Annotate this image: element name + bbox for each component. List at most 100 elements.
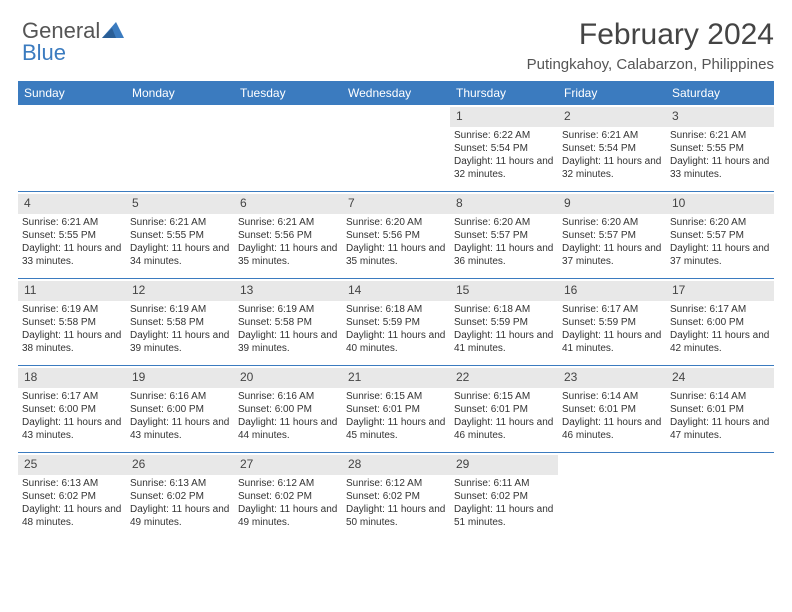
daylight-text: Daylight: 11 hours and 33 minutes. xyxy=(22,242,122,268)
daylight-text: Daylight: 11 hours and 49 minutes. xyxy=(130,503,230,529)
sunset-text: Sunset: 5:59 PM xyxy=(454,316,554,329)
week-row: 1Sunrise: 6:22 AMSunset: 5:54 PMDaylight… xyxy=(18,105,774,192)
sunrise-text: Sunrise: 6:15 AM xyxy=(346,390,446,403)
day-header-tue: Tuesday xyxy=(234,81,342,105)
calendar: Sunday Monday Tuesday Wednesday Thursday… xyxy=(18,81,774,539)
sunset-text: Sunset: 5:55 PM xyxy=(670,142,770,155)
daylight-text: Daylight: 11 hours and 45 minutes. xyxy=(346,416,446,442)
day-cell: 19 Sunrise: 6:16 AMSunset: 6:00 PMDayligh… xyxy=(126,366,234,452)
sunrise-text: Sunrise: 6:20 AM xyxy=(670,216,770,229)
daylight-text: Daylight: 11 hours and 43 minutes. xyxy=(22,416,122,442)
day-number: 23 xyxy=(558,368,666,388)
sunrise-text: Sunrise: 6:12 AM xyxy=(238,477,338,490)
day-header-sun: Sunday xyxy=(18,81,126,105)
daylight-text: Daylight: 11 hours and 39 minutes. xyxy=(238,329,338,355)
day-number: 28 xyxy=(342,455,450,475)
day-number: 9 xyxy=(558,194,666,214)
sunrise-text: Sunrise: 6:16 AM xyxy=(130,390,230,403)
daylight-text: Daylight: 11 hours and 51 minutes. xyxy=(454,503,554,529)
day-cell xyxy=(126,105,234,191)
day-header-row: Sunday Monday Tuesday Wednesday Thursday… xyxy=(18,81,774,105)
sunrise-text: Sunrise: 6:13 AM xyxy=(22,477,122,490)
day-header-wed: Wednesday xyxy=(342,81,450,105)
day-number: 13 xyxy=(234,281,342,301)
sunset-text: Sunset: 6:02 PM xyxy=(22,490,122,503)
day-number: 2 xyxy=(558,107,666,127)
sunset-text: Sunset: 6:00 PM xyxy=(22,403,122,416)
day-cell xyxy=(666,453,774,539)
daylight-text: Daylight: 11 hours and 39 minutes. xyxy=(130,329,230,355)
day-cell: 25Sunrise: 6:13 AMSunset: 6:02 PMDayligh… xyxy=(18,453,126,539)
sunrise-text: Sunrise: 6:19 AM xyxy=(22,303,122,316)
day-header-mon: Monday xyxy=(126,81,234,105)
daylight-text: Daylight: 11 hours and 35 minutes. xyxy=(346,242,446,268)
day-cell: 9Sunrise: 6:20 AMSunset: 5:57 PMDaylight… xyxy=(558,192,666,278)
daylight-text: Daylight: 11 hours and 46 minutes. xyxy=(454,416,554,442)
sunset-text: Sunset: 6:01 PM xyxy=(454,403,554,416)
daylight-text: Daylight: 11 hours and 32 minutes. xyxy=(562,155,662,181)
day-number: 27 xyxy=(234,455,342,475)
day-header-fri: Friday xyxy=(558,81,666,105)
day-cell: 23Sunrise: 6:14 AMSunset: 6:01 PMDayligh… xyxy=(558,366,666,452)
day-number: 16 xyxy=(558,281,666,301)
sunrise-text: Sunrise: 6:17 AM xyxy=(670,303,770,316)
day-cell: 28Sunrise: 6:12 AMSunset: 6:02 PMDayligh… xyxy=(342,453,450,539)
day-cell: 20Sunrise: 6:16 AMSunset: 6:00 PMDayligh… xyxy=(234,366,342,452)
day-number: 11 xyxy=(18,281,126,301)
sunset-text: Sunset: 6:01 PM xyxy=(346,403,446,416)
sunrise-text: Sunrise: 6:18 AM xyxy=(454,303,554,316)
sunset-text: Sunset: 6:00 PM xyxy=(670,316,770,329)
sunset-text: Sunset: 5:57 PM xyxy=(670,229,770,242)
day-cell: 11Sunrise: 6:19 AMSunset: 5:58 PMDayligh… xyxy=(18,279,126,365)
daylight-text: Daylight: 11 hours and 41 minutes. xyxy=(454,329,554,355)
day-number: 6 xyxy=(234,194,342,214)
day-number: 17 xyxy=(666,281,774,301)
day-number: 7 xyxy=(342,194,450,214)
sunset-text: Sunset: 5:58 PM xyxy=(130,316,230,329)
sunrise-text: Sunrise: 6:14 AM xyxy=(562,390,662,403)
daylight-text: Daylight: 11 hours and 35 minutes. xyxy=(238,242,338,268)
sunrise-text: Sunrise: 6:16 AM xyxy=(238,390,338,403)
week-row: 18Sunrise: 6:17 AMSunset: 6:00 PMDayligh… xyxy=(18,366,774,453)
sunrise-text: Sunrise: 6:15 AM xyxy=(454,390,554,403)
daylight-text: Daylight: 11 hours and 44 minutes. xyxy=(238,416,338,442)
sunrise-text: Sunrise: 6:18 AM xyxy=(346,303,446,316)
sunset-text: Sunset: 5:59 PM xyxy=(562,316,662,329)
sunset-text: Sunset: 6:00 PM xyxy=(130,403,230,416)
daylight-text: Daylight: 11 hours and 42 minutes. xyxy=(670,329,770,355)
daylight-text: Daylight: 11 hours and 32 minutes. xyxy=(454,155,554,181)
sunrise-text: Sunrise: 6:13 AM xyxy=(130,477,230,490)
sunrise-text: Sunrise: 6:14 AM xyxy=(670,390,770,403)
day-cell: 18Sunrise: 6:17 AMSunset: 6:00 PMDayligh… xyxy=(18,366,126,452)
sunrise-text: Sunrise: 6:12 AM xyxy=(346,477,446,490)
day-cell xyxy=(342,105,450,191)
sunset-text: Sunset: 6:01 PM xyxy=(562,403,662,416)
week-row: 25Sunrise: 6:13 AMSunset: 6:02 PMDayligh… xyxy=(18,453,774,539)
sunset-text: Sunset: 6:00 PM xyxy=(238,403,338,416)
daylight-text: Daylight: 11 hours and 41 minutes. xyxy=(562,329,662,355)
sunset-text: Sunset: 6:01 PM xyxy=(670,403,770,416)
day-cell xyxy=(234,105,342,191)
sunrise-text: Sunrise: 6:21 AM xyxy=(22,216,122,229)
daylight-text: Daylight: 11 hours and 50 minutes. xyxy=(346,503,446,529)
sunrise-text: Sunrise: 6:20 AM xyxy=(454,216,554,229)
day-number: 1 xyxy=(450,107,558,127)
sunrise-text: Sunrise: 6:11 AM xyxy=(454,477,554,490)
day-cell: 8Sunrise: 6:20 AMSunset: 5:57 PMDaylight… xyxy=(450,192,558,278)
sunset-text: Sunset: 5:55 PM xyxy=(130,229,230,242)
day-number: 4 xyxy=(18,194,126,214)
sunset-text: Sunset: 5:56 PM xyxy=(238,229,338,242)
day-number: 19 xyxy=(126,368,234,388)
day-cell: 15Sunrise: 6:18 AMSunset: 5:59 PMDayligh… xyxy=(450,279,558,365)
sunset-text: Sunset: 5:59 PM xyxy=(346,316,446,329)
week-row: 4Sunrise: 6:21 AMSunset: 5:55 PMDaylight… xyxy=(18,192,774,279)
sunset-text: Sunset: 5:54 PM xyxy=(454,142,554,155)
brand-blue: Blue xyxy=(22,40,66,65)
day-number: 21 xyxy=(342,368,450,388)
day-cell: 21 Sunrise: 6:15 AMSunset: 6:01 PMDayligh… xyxy=(342,366,450,452)
day-cell: 10Sunrise: 6:20 AMSunset: 5:57 PMDayligh… xyxy=(666,192,774,278)
daylight-text: Daylight: 11 hours and 43 minutes. xyxy=(130,416,230,442)
day-cell: 1Sunrise: 6:22 AMSunset: 5:54 PMDaylight… xyxy=(450,105,558,191)
sunrise-text: Sunrise: 6:21 AM xyxy=(130,216,230,229)
daylight-text: Daylight: 11 hours and 33 minutes. xyxy=(670,155,770,181)
